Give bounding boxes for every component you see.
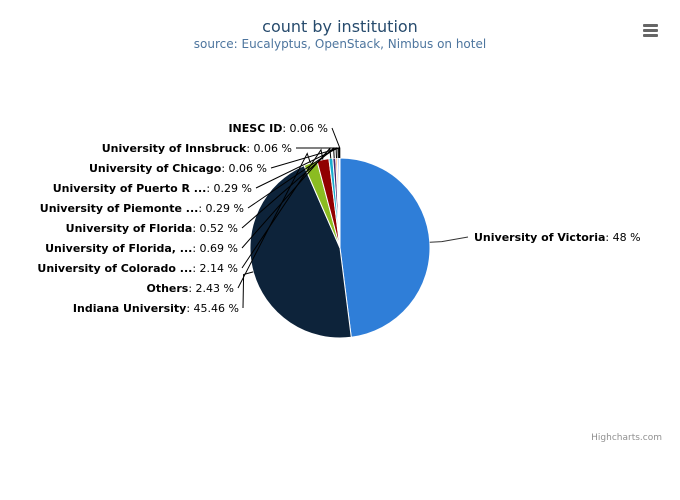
data-label-university-of-florida: University of Florida: 0.52 % bbox=[66, 222, 238, 235]
data-label-university-of-puerto-r: University of Puerto R ...: 0.29 % bbox=[53, 182, 252, 195]
connector-line bbox=[237, 152, 311, 289]
data-label-university-of-florida: University of Florida, ...: 0.69 % bbox=[45, 242, 238, 255]
data-label-name: University of Florida, ... bbox=[45, 242, 192, 255]
data-label-value: : 0.06 % bbox=[246, 142, 292, 155]
pie-slice-indiana-university[interactable] bbox=[249, 164, 352, 339]
data-label-value: : 45.46 % bbox=[186, 302, 239, 315]
data-label-university-of-victoria: University of Victoria: 48 % bbox=[474, 231, 641, 244]
data-label-name: INESC ID bbox=[228, 122, 282, 135]
data-label-name: University of Victoria bbox=[474, 231, 605, 244]
data-label-name: University of Colorado ... bbox=[37, 262, 192, 275]
data-label-name: University of Chicago bbox=[89, 162, 222, 175]
data-label-value: : 2.14 % bbox=[192, 262, 238, 275]
data-label-name: University of Florida bbox=[66, 222, 193, 235]
data-label-name: University of Innsbruck bbox=[102, 142, 247, 155]
data-label-others: Others: 2.43 % bbox=[146, 282, 234, 295]
connector-line bbox=[429, 236, 469, 243]
data-label-name: Indiana University bbox=[73, 302, 186, 315]
credits-link[interactable]: Highcharts.com bbox=[591, 433, 662, 443]
data-label-name: Others bbox=[146, 282, 188, 295]
data-label-name: University of Piemonte ... bbox=[40, 202, 199, 215]
data-label-inesc-id: INESC ID: 0.06 % bbox=[228, 122, 328, 135]
data-label-university-of-piemonte: University of Piemonte ...: 0.29 % bbox=[40, 202, 244, 215]
data-label-value: : 0.06 % bbox=[221, 162, 267, 175]
connector-line bbox=[331, 127, 341, 158]
data-label-name: University of Puerto R ... bbox=[53, 182, 207, 195]
data-label-university-of-chicago: University of Chicago: 0.06 % bbox=[89, 162, 267, 175]
chart-subtitle: source: Eucalyptus, OpenStack, Nimbus on… bbox=[193, 37, 487, 51]
data-label-value: : 0.06 % bbox=[282, 122, 328, 135]
context-menu-button[interactable] bbox=[638, 19, 662, 41]
data-label-value: : 48 % bbox=[605, 231, 640, 244]
data-label-value: : 2.43 % bbox=[188, 282, 234, 295]
data-label-value: : 0.52 % bbox=[192, 222, 238, 235]
data-label-university-of-innsbruck: University of Innsbruck: 0.06 % bbox=[102, 142, 292, 155]
data-label-value: : 0.29 % bbox=[198, 202, 244, 215]
pie-slice-university-of-victoria[interactable] bbox=[339, 157, 431, 338]
chart-title: count by institution bbox=[262, 17, 418, 36]
data-label-value: : 0.69 % bbox=[192, 242, 238, 255]
connector-line bbox=[242, 271, 254, 309]
data-label-value: : 0.29 % bbox=[206, 182, 252, 195]
data-label-university-of-colorado: University of Colorado ...: 2.14 % bbox=[37, 262, 238, 275]
hamburger-menu-icon bbox=[643, 24, 658, 27]
data-label-indiana-university: Indiana University: 45.46 % bbox=[73, 302, 239, 315]
